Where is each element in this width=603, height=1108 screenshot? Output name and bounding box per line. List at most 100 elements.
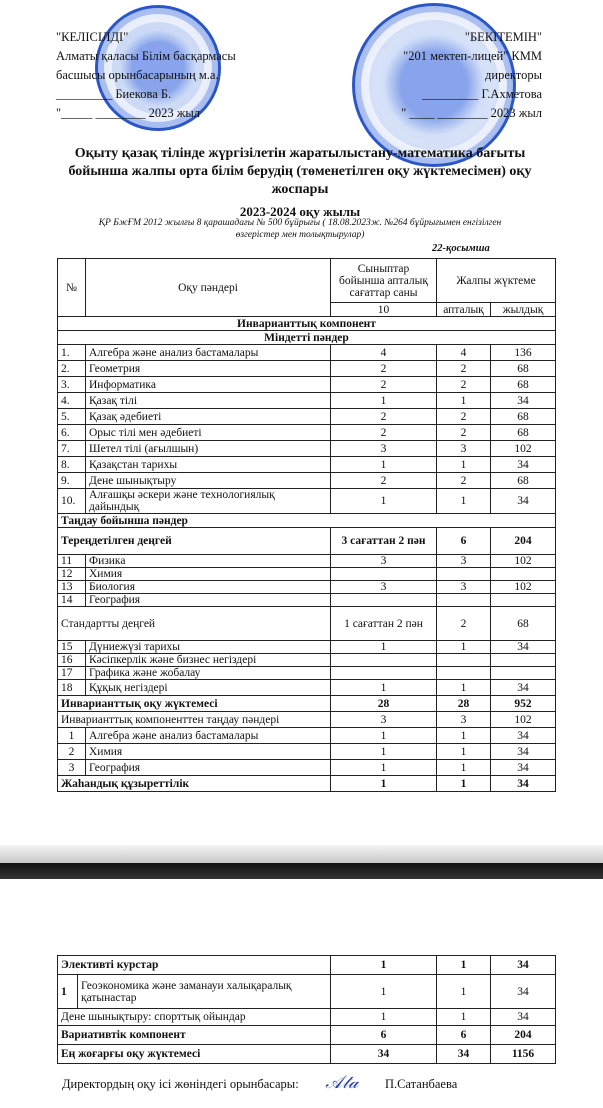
weekly-load xyxy=(436,666,491,680)
row-number: 15 xyxy=(57,640,86,654)
yearly-load: 34 xyxy=(490,743,556,760)
yearly-load: 68 xyxy=(490,408,556,425)
table-row: 5. Қазақ әдебиеті 2 2 68 xyxy=(57,408,556,425)
section-heading: Міндетті пәндер xyxy=(57,330,556,345)
table-row: 12 Химия xyxy=(57,567,556,581)
subject-name: Орыс тілі мен әдебиеті xyxy=(85,424,331,441)
group-label: Ең жоғарғы оқу жүктемесі xyxy=(57,1044,331,1064)
row-number: 14 xyxy=(57,593,86,607)
class-hours xyxy=(330,567,437,581)
row-number: 10. xyxy=(57,488,86,514)
weekly-load: 1 xyxy=(436,640,491,654)
yearly-load: 1156 xyxy=(490,1044,556,1064)
weekly-load: 2 xyxy=(436,424,491,441)
subject-name: Химия xyxy=(85,567,331,581)
title-line: Оқыту қазақ тілінде жүргізілетін жаратыл… xyxy=(74,146,526,161)
yearly-load: 34 xyxy=(490,392,556,409)
row-number: 2. xyxy=(57,360,86,377)
header-classes: Сыныптар бойынша апталық сағаттар саны xyxy=(330,258,437,303)
order-note-line: өзгерістер мен толықтырулар) xyxy=(235,230,365,240)
class-hours: 2 xyxy=(330,376,437,393)
yearly-load xyxy=(490,666,556,680)
group-label: Инварианттық компоненттен таңдау пәндері xyxy=(57,711,331,728)
group-label: Инварианттық оқу жүктемесі xyxy=(57,695,331,712)
group-label: Элективті курстар xyxy=(57,955,331,975)
subject-name: Графика және жобалау xyxy=(85,666,331,680)
weekly-load: 1 xyxy=(436,727,491,744)
yearly-load: 102 xyxy=(490,554,556,568)
class-hours: 1 xyxy=(330,759,437,776)
class-hours: 28 xyxy=(330,695,437,712)
weekly-load: 1 xyxy=(436,456,491,473)
class-hours: 3 xyxy=(330,580,437,594)
yearly-load: 68 xyxy=(490,376,556,393)
header-weekly: апталық xyxy=(436,302,491,317)
subject-name: Құқық негіздері xyxy=(85,679,331,696)
class-hours: 6 xyxy=(330,1025,437,1045)
table-row: 9. Дене шынықтыру 2 2 68 xyxy=(57,472,556,489)
table-row: 10. Алғашқы әскери және технологиялық дай… xyxy=(57,488,556,514)
subject-name: География xyxy=(85,593,331,607)
approval-line: "201 мектеп-лицей" КММ xyxy=(403,49,542,63)
footer-role: Директордың оқу ісі жөніндегі орынбасары… xyxy=(62,1077,299,1091)
subject-name: Алгебра және анализ бастамалары xyxy=(85,344,331,361)
weekly-load: 1 xyxy=(436,1008,491,1026)
group-label: Тереңдетілген деңгей xyxy=(57,527,331,555)
table-row: 14 География xyxy=(57,593,556,607)
curriculum-table-continued: Элективті курстар 1 1 34 1 Геоэкономика және … xyxy=(57,955,556,1064)
weekly-load: 1 xyxy=(436,743,491,760)
weekly-load: 28 xyxy=(436,695,491,712)
weekly-load: 6 xyxy=(436,1025,491,1045)
table-row: Инварианттық компонент xyxy=(57,316,556,331)
title-line: жоспары xyxy=(271,182,329,197)
header-yearly: жылдық xyxy=(490,302,556,317)
weekly-load: 34 xyxy=(436,1044,491,1064)
class-hours: 2 xyxy=(330,472,437,489)
table-row: Міндетті пәндер xyxy=(57,330,556,345)
class-hours: 34 xyxy=(330,1044,437,1064)
subject-name: Геометрия xyxy=(85,360,331,377)
curriculum-table: № Оқу пәндері Сыныптар бойынша апталық с… xyxy=(57,258,556,792)
row-number: 1 xyxy=(57,974,78,1009)
order-note-line: ҚР БжҒМ 2012 жылғы 8 қарашадағы № 500 бұ… xyxy=(98,218,502,228)
subject-name: Алғашқы әскери және технологиялық дайынд… xyxy=(85,488,331,514)
group-label: Жаһандық құзыреттілік xyxy=(57,775,331,792)
table-row: Инварианттық компоненттен таңдау пәндері… xyxy=(57,711,556,728)
approval-line: _________ Г.Ахметова xyxy=(422,87,542,101)
subject-name: География xyxy=(85,759,331,776)
yearly-load: 34 xyxy=(490,955,556,975)
order-note: ҚР БжҒМ 2012 жылғы 8 қарашадағы № 500 бұ… xyxy=(50,217,550,241)
row-number: 11 xyxy=(57,554,86,568)
class-hours xyxy=(330,653,437,667)
yearly-load: 102 xyxy=(490,711,556,728)
yearly-load: 952 xyxy=(490,695,556,712)
table-row: 18 Құқық негіздері 1 1 34 xyxy=(57,679,556,696)
class-hours: 1 xyxy=(330,1008,437,1026)
class-hours: 1 xyxy=(330,456,437,473)
approval-line: басшысы орынбасарының м.а. xyxy=(56,68,219,82)
weekly-load: 3 xyxy=(436,580,491,594)
weekly-load: 3 xyxy=(436,711,491,728)
approval-line: Алматы қаласы Білім басқармасы xyxy=(56,49,236,63)
yearly-load: 68 xyxy=(490,606,556,641)
subject-name: Қазақстан тарихы xyxy=(85,456,331,473)
header-subjects: Оқу пәндері xyxy=(85,258,331,317)
header-grade: 10 xyxy=(330,302,437,317)
title-line: бойынша жалпы орта білім берудің (төмене… xyxy=(68,164,532,179)
table-row: 1. Алгебра және анализ бастамалары 4 4 136 xyxy=(57,344,556,361)
subject-name: Информатика xyxy=(85,376,331,393)
class-hours: 1 xyxy=(330,640,437,654)
table-row: Тереңдетілген деңгей 3 сағаттан 2 пән 6 204 xyxy=(57,527,556,555)
row-number: 16 xyxy=(57,653,86,667)
table-row: Таңдау бойынша пәндер xyxy=(57,513,556,528)
section-heading: Таңдау бойынша пәндер xyxy=(57,513,556,528)
subject-name: Физика xyxy=(85,554,331,568)
table-row: 1 Геоэкономика және заманауи халықаралық … xyxy=(57,974,556,1009)
subject-name: Кәсіпкерлік және бизнес негіздері xyxy=(85,653,331,667)
class-hours: 1 xyxy=(330,392,437,409)
class-hours: 1 xyxy=(330,743,437,760)
weekly-load: 1 xyxy=(436,955,491,975)
subject-name: Шетел тілі (ағылшын) xyxy=(85,440,331,457)
group-label: Стандартты деңгей xyxy=(57,606,331,641)
weekly-load: 6 xyxy=(436,527,491,555)
